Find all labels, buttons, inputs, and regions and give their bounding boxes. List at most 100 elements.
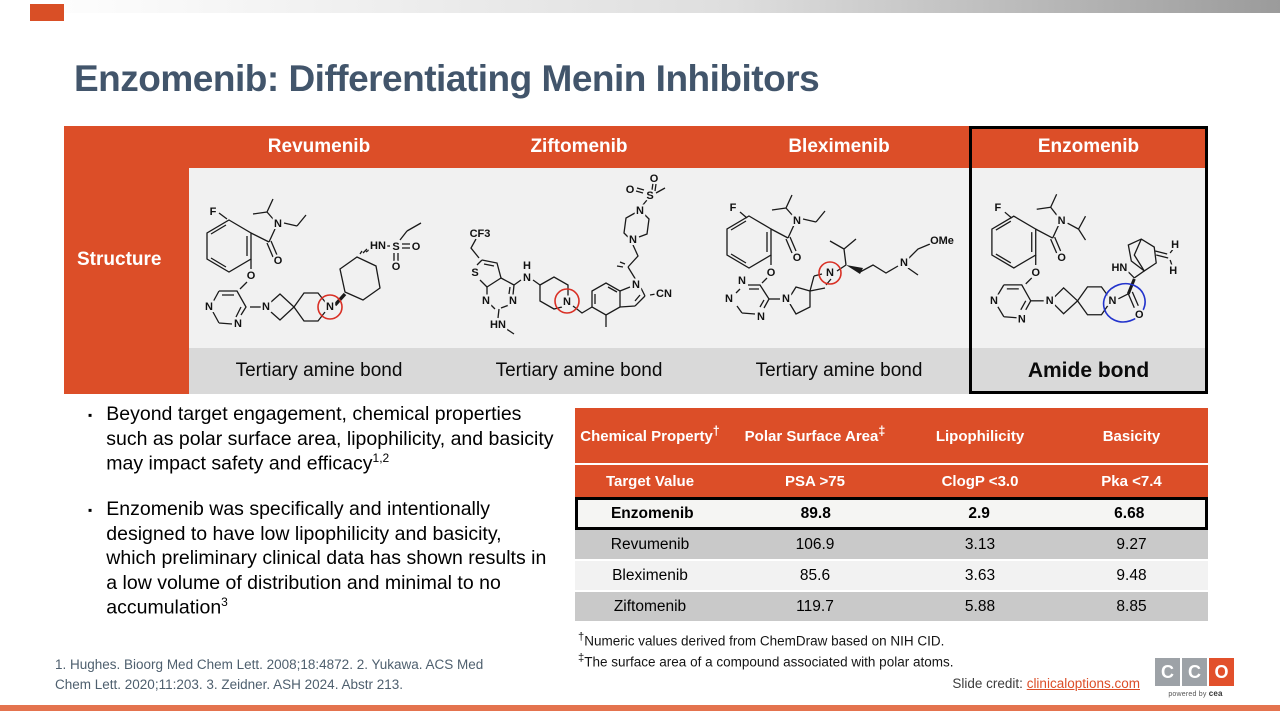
amide-bond-blue-ellipse [1102,282,1146,323]
svg-text:N: N [725,293,733,305]
page-title: Enzomenib: Differentiating Menin Inhibit… [74,58,820,99]
svg-text:H: H [523,260,531,272]
table-row-ziftomenib: Ziftomenib 119.7 5.88 8.85 [575,592,1208,623]
svg-text:OMe: OMe [930,235,954,247]
bullet-reference-superscript: 1,2 [372,451,390,466]
cco-logo: C C O powered by cea [1155,658,1236,698]
corner-accent-chip [30,4,64,21]
svg-text:N: N [1046,295,1054,307]
svg-text:N: N [900,257,908,269]
bullet-square-icon: ▪ [88,408,93,422]
top-gradient-strip [64,0,1280,13]
bullet-reference-superscript: 3 [221,595,228,610]
svg-text:O: O [412,241,421,253]
references: 1. Hughes. Bioorg Med Chem Lett. 2008;18… [55,657,484,693]
footnote: ‡The surface area of a compound associat… [578,652,954,670]
svg-text:O: O [767,267,776,279]
header-chemical-property: Chemical Property† [580,424,720,446]
svg-text:S: S [646,190,653,202]
column-header-revumenib: Revumenib [189,126,449,168]
svg-text:N: N [990,295,998,307]
svg-text:S: S [471,267,478,279]
bottom-accent-bar [0,705,1280,711]
svg-text:O: O [626,184,635,196]
header-basicity: Basicity [1102,428,1161,446]
logo-letter-o: O [1209,658,1234,686]
svg-text:F: F [995,202,1002,214]
table-row-bleximenib: Bleximenib 85.6 3.63 9.48 [575,561,1208,592]
target-pka: Pka <7.4 [1101,472,1162,490]
svg-text:H: H [1171,239,1179,251]
svg-text:N: N [234,318,242,330]
cco-logo-squares: C C O [1155,658,1236,686]
clinicaloptions-link[interactable]: clinicaloptions.com [1026,676,1140,691]
svg-text:F: F [210,206,217,218]
svg-text:O: O [247,270,256,282]
svg-text:HN: HN [490,319,506,331]
column-header-bleximenib: Bleximenib [709,126,969,168]
logo-letter-c2: C [1182,658,1207,686]
svg-text:N: N [793,215,801,227]
svg-text:N: N [632,279,640,291]
target-psa: PSA >75 [785,472,845,490]
svg-text:N: N [636,205,644,217]
bullet-square-icon: ▪ [88,503,93,518]
target-value-row: Target Value PSA >75 ClogP <3.0 Pka <7.4 [575,465,1208,497]
header-polar-surface-area: Polar Surface Area‡ [744,424,886,446]
table-header-row: Chemical Property† Polar Surface Area‡ L… [575,408,1208,463]
list-item: ▪ Enzomenib was specifically and intenti… [64,497,574,620]
svg-text:F: F [730,202,737,214]
target-clogp: ClogP <3.0 [941,472,1019,490]
svg-text:N: N [757,311,765,323]
table-footnotes: †Numeric values derived from ChemDraw ba… [578,630,953,673]
svg-text:O: O [793,252,802,264]
bullet-text: Beyond target engagement, chemical prope… [106,403,554,475]
bond-label-revumenib: Tertiary amine bond [189,348,449,394]
svg-text:N: N [738,275,746,287]
slide-credit: Slide credit: clinicaloptions.com [952,676,1140,691]
logo-tagline: powered by cea [1168,689,1223,698]
svg-text:N: N [1058,215,1066,227]
revumenib-structure: F N O O N N N N HN S O O [189,168,449,348]
svg-text:N: N [482,295,490,307]
target-label: Target Value [605,472,695,490]
properties-table: Chemical Property† Polar Surface Area‡ L… [575,408,1208,623]
list-item: ▪ Beyond target engagement, chemical pro… [64,402,574,476]
logo-letter-c1: C [1155,658,1180,686]
enzomenib-structure: F N O O N N N N O HN H H [969,168,1208,348]
table-row-enzomenib: Enzomenib 89.8 2.9 6.68 [575,497,1208,530]
table-row-revumenib: Revumenib 106.9 3.13 9.27 [575,530,1208,561]
svg-text:O: O [274,255,283,267]
svg-text:HN: HN [1111,262,1127,274]
header-lipophilicity: Lipophilicity [935,428,1025,446]
column-header-ziftomenib: Ziftomenib [449,126,709,168]
bullet-list: ▪ Beyond target engagement, chemical pro… [64,402,574,642]
svg-text:O: O [1135,309,1144,321]
svg-text:N: N [826,267,834,279]
bond-label-bleximenib: Tertiary amine bond [709,348,969,394]
svg-text:N: N [262,301,270,313]
svg-text:S: S [392,241,399,253]
svg-text:N: N [326,301,334,313]
bond-label-ziftomenib: Tertiary amine bond [449,348,709,394]
svg-text:O: O [650,173,659,185]
tertiary-amine-red-circle [317,294,343,320]
tertiary-amine-red-circle [554,288,580,314]
column-header-enzomenib: Enzomenib [969,126,1208,168]
tertiary-amine-red-circle [818,261,842,285]
structure-table: Structure Revumenib Ziftomenib Bleximeni… [64,126,1208,394]
structure-row-label: Structure [64,126,189,394]
svg-text:O: O [1057,252,1066,264]
svg-text:N: N [563,296,571,308]
svg-text:CF3: CF3 [470,228,491,240]
svg-text:N: N [1018,314,1026,326]
svg-text:HN: HN [370,240,386,252]
svg-text:O: O [1031,267,1040,279]
header-divider [575,463,1208,465]
svg-text:N: N [629,234,637,246]
svg-text:O: O [392,261,401,273]
svg-text:H: H [1169,265,1177,277]
bond-label-enzomenib: Amide bond [969,348,1208,394]
svg-text:CN: CN [656,288,672,300]
